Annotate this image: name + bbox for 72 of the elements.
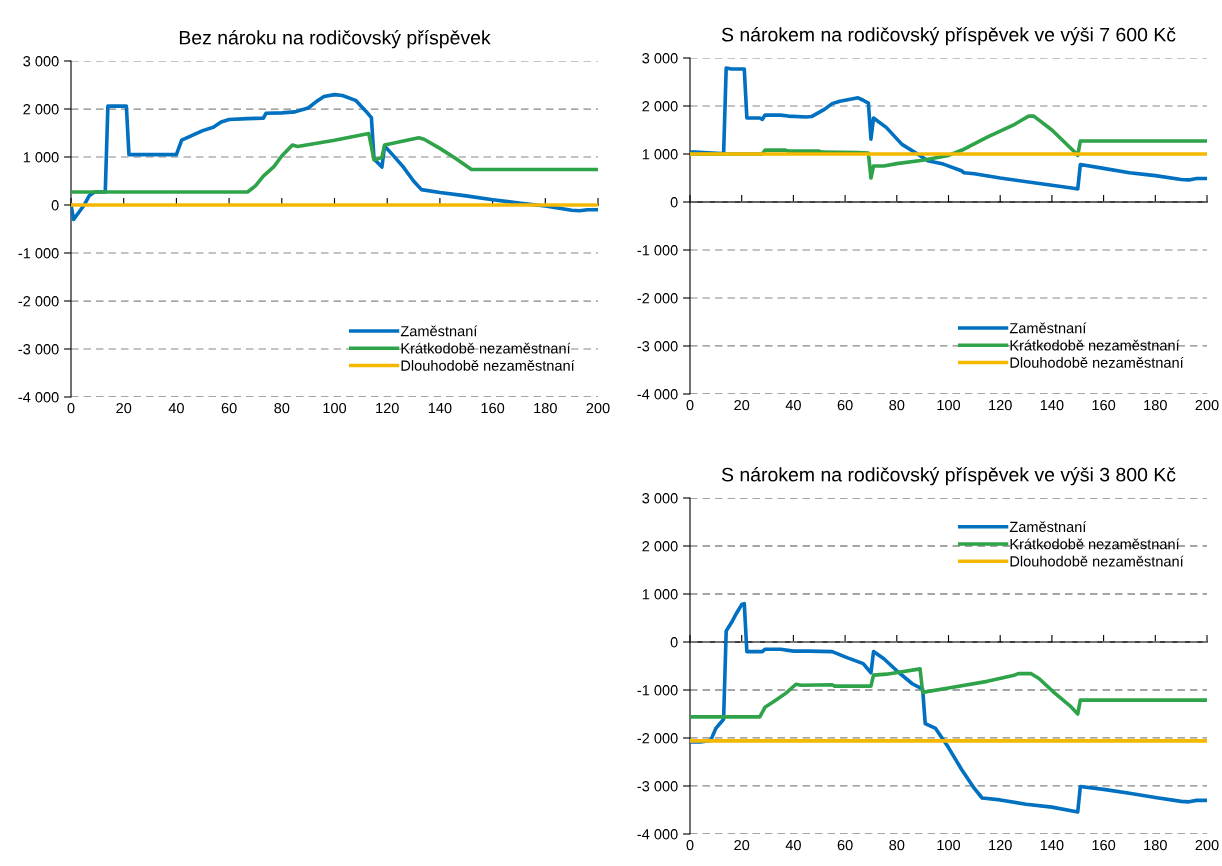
x-tick-label: 200 [1195,839,1219,851]
x-tick-label: 120 [989,839,1012,851]
legend-label: Zaměstnaní [1009,521,1087,533]
y-tick-label: 2 000 [642,101,678,112]
x-tick-label: 140 [1040,839,1064,851]
chart-title: S nárokem na rodičovský příspěvek ve výši 3 800 Kč [721,467,1176,486]
y-tick-label: -1 000 [637,685,678,696]
x-tick-label: 40 [785,839,801,851]
x-tick-label: 80 [274,402,290,414]
y-tick-label: -4 000 [637,829,678,840]
x-tick-label: 20 [734,839,750,851]
chart-title: S nárokem na rodičovský příspěvek ve výši 7 600 Kč [721,27,1176,46]
x-tick-label: 60 [221,402,237,414]
x-tick-label: 100 [323,402,347,414]
x-tick-label: 100 [937,839,961,851]
x-tick-label: 140 [428,402,452,414]
y-tick-label: 0 [670,637,678,648]
y-tick-label: 1 000 [642,589,678,600]
y-tick-label: 3 000 [642,53,678,64]
y-tick-label: 3 000 [642,493,678,504]
y-tick-label: 1 000 [23,152,59,163]
x-tick-label: 0 [686,839,694,851]
x-tick-label: 60 [837,839,853,851]
chart-title: Bez nároku na rodičovský příspěvek [179,30,491,49]
x-tick-label: 160 [1092,839,1116,851]
legend-label: Dlouhodobě nezaměstnaní [401,359,575,371]
legend-label: Krátkodobě nezaměstnaní [1010,339,1180,351]
x-tick-label: 0 [686,399,694,411]
x-tick-label: 20 [116,402,132,414]
y-tick-label: -3 000 [637,341,678,352]
legend-label: Zaměstnaní [1009,322,1087,334]
legend-label: Krátkodobě nezaměstnaní [401,342,571,354]
x-tick-label: 80 [889,399,905,411]
y-tick-label: 2 000 [642,541,678,552]
x-tick-label: 120 [989,399,1012,411]
legend-label: Dlouhodobě nezaměstnaní [1010,356,1184,368]
x-tick-label: 40 [785,399,801,411]
y-tick-label: 0 [51,200,59,211]
legend-label: Krátkodobě nezaměstnaní [1010,538,1180,550]
x-tick-label: 180 [1144,399,1167,411]
legend-label: Zaměstnaní [400,325,478,337]
x-tick-label: 180 [534,402,557,414]
x-tick-label: 180 [1144,839,1167,851]
y-tick-label: 0 [670,197,678,208]
y-tick-label: -2 000 [637,733,678,744]
legend-label: Dlouhodobě nezaměstnaní [1010,555,1184,567]
x-tick-label: 80 [889,839,905,851]
y-tick-label: -2 000 [637,293,678,304]
y-tick-label: 3 000 [23,56,59,67]
y-tick-label: -4 000 [637,389,678,400]
x-tick-label: 120 [376,402,399,414]
line-series [690,66,1207,191]
y-tick-label: -4 000 [18,392,59,403]
y-tick-label: -3 000 [18,344,59,355]
x-tick-label: 0 [67,402,75,414]
y-tick-label: 1 000 [642,149,678,160]
x-tick-label: 140 [1040,399,1064,411]
x-tick-label: 40 [168,402,184,414]
x-tick-label: 100 [937,399,961,411]
x-tick-label: 200 [586,402,610,414]
x-tick-label: 200 [1195,399,1219,411]
y-tick-label: -1 000 [18,248,59,259]
y-tick-label: -3 000 [637,781,678,792]
x-tick-label: 160 [481,402,505,414]
line-series [71,131,598,194]
line-series [690,667,1207,719]
y-tick-label: -2 000 [18,296,59,307]
x-tick-label: 60 [837,399,853,411]
y-tick-label: 2 000 [23,104,59,115]
x-tick-label: 20 [734,399,750,411]
y-tick-label: -1 000 [637,245,678,256]
x-tick-label: 160 [1092,399,1116,411]
